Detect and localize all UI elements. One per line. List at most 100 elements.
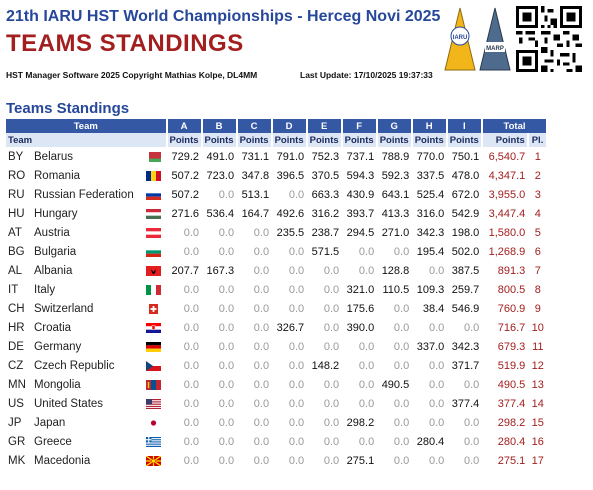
team-code: AT — [6, 223, 32, 242]
event-points: 235.5 — [271, 223, 307, 242]
event-points: 0.0 — [271, 432, 307, 451]
event-points: 525.4 — [411, 185, 447, 204]
team-name: Italy — [32, 280, 140, 299]
event-points: 342.3 — [446, 337, 482, 356]
group-header-event: E — [306, 119, 343, 133]
place: 8 — [527, 280, 548, 299]
event-points: 0.0 — [271, 185, 307, 204]
flag-italy-icon — [140, 280, 167, 299]
event-points: 109.3 — [411, 280, 447, 299]
flag-usa-icon — [140, 394, 167, 413]
standings-table: Team A B C D E F G H I Total Team Points… — [6, 119, 549, 470]
team-code: US — [6, 394, 32, 413]
table-row: US United States 0.0 0.0 0.0 0.0 0.0 0.0 0.0 0.0 3… — [6, 394, 548, 413]
event-points: 271.0 — [376, 223, 412, 242]
total-points: 679.3 — [481, 337, 528, 356]
event-points: 0.0 — [165, 451, 202, 470]
iaru-logo: IARU — [444, 7, 476, 71]
event-points: 195.4 — [411, 242, 447, 261]
event-points: 0.0 — [341, 356, 377, 375]
event-points: 0.0 — [165, 375, 202, 394]
event-points: 643.1 — [376, 185, 412, 204]
team-code: MK — [6, 451, 32, 470]
event-points: 723.0 — [201, 166, 237, 185]
place: 16 — [527, 432, 548, 451]
team-code: CZ — [6, 356, 32, 375]
event-points: 750.1 — [446, 147, 482, 166]
standings-body: BY Belarus 729.2 491.0 731.1 791.0 752.3 737.1 7… — [6, 147, 548, 470]
team-code: AL — [6, 261, 32, 280]
team-name: Croatia — [32, 318, 140, 337]
event-points: 148.2 — [306, 356, 342, 375]
event-points: 198.0 — [446, 223, 482, 242]
event-points: 0.0 — [236, 356, 272, 375]
team-code: IT — [6, 280, 32, 299]
event-points: 0.0 — [236, 432, 272, 451]
event-points: 791.0 — [271, 147, 307, 166]
place: 13 — [527, 375, 548, 394]
event-points: 0.0 — [411, 261, 447, 280]
flag-bulgaria-icon — [140, 242, 167, 261]
table-row: CH Switzerland 0.0 0.0 0.0 0.0 0.0 175.6 0.0 38.4… — [6, 299, 548, 318]
event-points: 0.0 — [411, 375, 447, 394]
event-points: 387.5 — [446, 261, 482, 280]
event-points: 0.0 — [165, 394, 202, 413]
table-row: BY Belarus 729.2 491.0 731.1 791.0 752.3 737.1 7… — [6, 147, 548, 166]
place: 14 — [527, 394, 548, 413]
event-points: 0.0 — [411, 356, 447, 375]
event-points: 594.3 — [341, 166, 377, 185]
place: 4 — [527, 204, 548, 223]
event-points: 316.0 — [411, 204, 447, 223]
flag-romania-icon — [140, 166, 167, 185]
event-points: 0.0 — [306, 375, 342, 394]
table-row: MN Mongolia 0.0 0.0 0.0 0.0 0.0 0.0 490.5 0.0 0.0 4… — [6, 375, 548, 394]
place: 10 — [527, 318, 548, 337]
team-code: JP — [6, 413, 32, 432]
flag-russia-icon — [140, 185, 167, 204]
group-header-event: C — [236, 119, 273, 133]
team-name: Switzerland — [32, 299, 140, 318]
table-row: JP Japan 0.0 0.0 0.0 0.0 0.0 298.2 0.0 0.0 0.0 298.… — [6, 413, 548, 432]
total-points: 3,955.0 — [481, 185, 528, 204]
table-row: RO Romania 507.2 723.0 347.8 396.5 370.5 594.3 5… — [6, 166, 548, 185]
group-header-event: G — [376, 119, 413, 133]
flag-mongolia-icon — [140, 375, 167, 394]
place: 15 — [527, 413, 548, 432]
total-points: 800.5 — [481, 280, 528, 299]
event-points: 0.0 — [271, 280, 307, 299]
event-points: 0.0 — [271, 242, 307, 261]
event-points: 0.0 — [271, 261, 307, 280]
event-points: 0.0 — [201, 318, 237, 337]
flag-hungary-icon — [140, 204, 167, 223]
event-points: 0.0 — [165, 337, 202, 356]
sub-header-points: Points — [411, 133, 448, 147]
place: 3 — [527, 185, 548, 204]
table-row: CZ Czech Republic 0.0 0.0 0.0 0.0 148.2 0.0 0.0 0… — [6, 356, 548, 375]
team-code: GR — [6, 432, 32, 451]
event-points: 0.0 — [411, 318, 447, 337]
event-points: 731.1 — [236, 147, 272, 166]
flag-albania-icon — [140, 261, 167, 280]
group-header-event: D — [271, 119, 308, 133]
event-points: 164.7 — [236, 204, 272, 223]
event-points: 316.2 — [306, 204, 342, 223]
event-points: 0.0 — [341, 432, 377, 451]
event-points: 536.4 — [201, 204, 237, 223]
event-points: 0.0 — [236, 299, 272, 318]
total-points: 760.9 — [481, 299, 528, 318]
event-points: 490.5 — [376, 375, 412, 394]
sub-header-points: Points — [166, 133, 203, 147]
event-points: 0.0 — [201, 413, 237, 432]
event-points: 513.1 — [236, 185, 272, 204]
event-points: 0.0 — [201, 337, 237, 356]
table-row: AL Albania 207.7 167.3 0.0 0.0 0.0 0.0 128.8 0.0 3… — [6, 261, 548, 280]
event-points: 507.2 — [165, 185, 202, 204]
last-update-text: Last Update: 17/10/2025 19:37:33 — [300, 70, 433, 80]
event-points: 729.2 — [165, 147, 202, 166]
flag-belarus-icon — [140, 147, 167, 166]
total-points: 298.2 — [481, 413, 528, 432]
page-subtitle: TEAMS STANDINGS — [6, 30, 244, 57]
event-points: 0.0 — [341, 261, 377, 280]
table-row: BG Bulgaria 0.0 0.0 0.0 0.0 571.5 0.0 0.0 195.4 50… — [6, 242, 548, 261]
sub-header-total-points: Points — [481, 133, 529, 147]
